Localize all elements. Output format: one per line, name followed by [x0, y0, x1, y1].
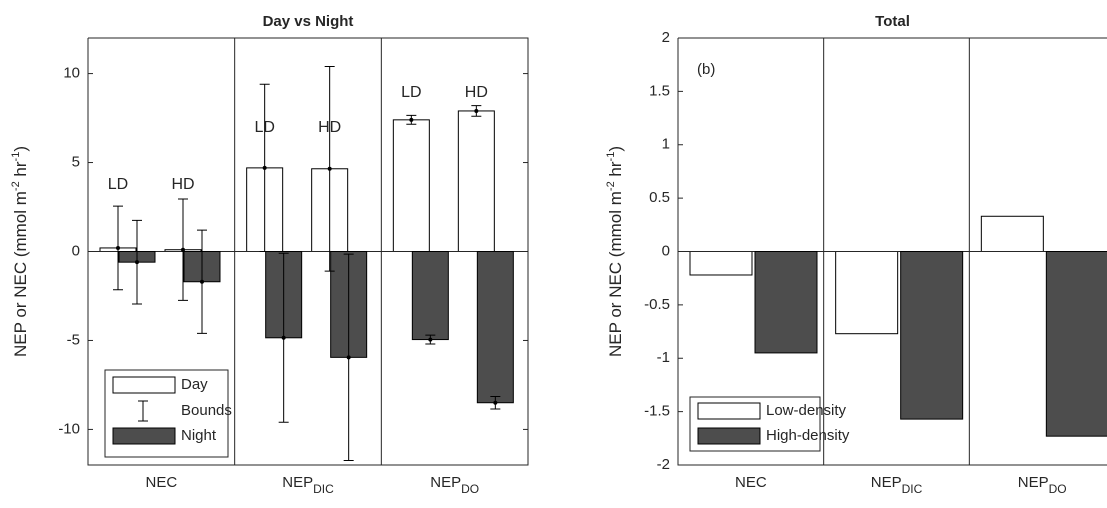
subgroup-label: HD [465, 84, 488, 101]
error-bar-point [200, 279, 204, 284]
x-tick-label: NEPDO [1018, 474, 1067, 496]
bar [835, 251, 899, 335]
subgroup-label: LD [108, 176, 128, 193]
y-axis-label: NEP or NEC (mmol m-2 hr-1) [10, 146, 31, 357]
chart-title: Total [875, 13, 910, 30]
y-tick-label: 0.5 [649, 189, 670, 206]
y-axis-label-part: -2 [10, 181, 22, 191]
category-name: NEP [430, 474, 461, 491]
bar [900, 251, 964, 420]
legend-swatch [697, 402, 761, 420]
error-bar [197, 229, 207, 334]
bar [754, 251, 818, 354]
y-tick-label: -5 [67, 331, 80, 348]
bar [689, 251, 753, 276]
bar [411, 251, 449, 341]
legend-swatch [697, 427, 761, 445]
category-name: NEC [145, 474, 177, 491]
category-name: NEP [282, 474, 313, 491]
error-bar [490, 396, 501, 410]
x-tick-label: NEPDIC [871, 474, 923, 496]
x-tick-label: NEPDO [430, 474, 479, 496]
y-axis-label-part: ) [606, 146, 625, 152]
legend-swatch [112, 376, 176, 394]
y-tick-label: 0 [662, 242, 670, 259]
error-bar [132, 219, 142, 305]
bar [980, 215, 1044, 253]
error-bar-point [262, 165, 267, 170]
bar [392, 119, 430, 253]
legend-label: Bounds [181, 402, 232, 419]
y-axis-label-part: hr [11, 161, 30, 181]
y-tick-label: -0.5 [644, 296, 670, 313]
legend-label: Day [181, 376, 208, 393]
error-bar-point [181, 247, 185, 252]
error-bar [178, 198, 188, 301]
y-axis-label-part: -1 [10, 152, 22, 162]
error-bar [406, 114, 417, 125]
y-tick-label: 2 [662, 29, 670, 46]
y-axis-label-part: -1 [605, 152, 617, 162]
error-bar [425, 334, 436, 345]
y-tick-label: -1.5 [644, 403, 670, 420]
error-bar [259, 83, 270, 252]
x-tick-label: NEC [735, 474, 767, 491]
y-tick-label: -1 [657, 349, 670, 366]
y-axis-label-part: ) [11, 146, 30, 152]
category-name: NEC [735, 474, 767, 491]
error-bar-point [428, 337, 433, 342]
error-bar-point [346, 355, 351, 360]
error-bar-point [281, 335, 286, 340]
category-subscript: DO [1049, 482, 1067, 496]
y-axis-label-part: hr [606, 161, 625, 181]
legend-error-symbol [138, 400, 148, 422]
bar [476, 251, 514, 404]
bar [457, 110, 495, 252]
category-subscript: DIC [313, 482, 334, 496]
error-bar-point [493, 400, 498, 405]
category-name: NEP [871, 474, 902, 491]
y-tick-label: 0 [72, 242, 80, 259]
category-subscript: DIC [902, 482, 923, 496]
y-tick-label: 10 [63, 65, 80, 82]
y-tick-label: 5 [72, 154, 80, 171]
error-bar [324, 65, 335, 272]
error-bar-point [116, 245, 120, 250]
error-bar-point [474, 108, 479, 113]
legend-label: High-density [766, 427, 850, 444]
error-bar-point [135, 260, 139, 265]
y-axis-label-part: NEP or NEC (mmol m [606, 191, 625, 357]
x-tick-label: NEC [145, 474, 177, 491]
legend-label: Low-density [766, 402, 847, 419]
error-bar-point [409, 117, 414, 122]
error-bar [471, 105, 482, 117]
legend-label: Night [181, 427, 217, 444]
y-tick-label: 1 [662, 136, 670, 153]
error-bar [343, 253, 354, 462]
y-tick-label: -2 [657, 456, 670, 473]
bar [1045, 251, 1107, 437]
category-subscript: DO [461, 482, 479, 496]
axes-frame [677, 37, 1107, 466]
y-axis-label: NEP or NEC (mmol m-2 hr-1) [605, 146, 626, 357]
y-axis-label-part: -2 [605, 181, 617, 191]
subgroup-label: LD [401, 84, 421, 101]
subgroup-label: HD [171, 176, 194, 193]
error-bar-point [327, 166, 332, 171]
chart-title: Day vs Night [263, 13, 354, 30]
y-axis-label-part: NEP or NEC (mmol m [11, 191, 30, 357]
legend-swatch [112, 427, 176, 445]
axes-frame [87, 37, 529, 466]
y-tick-label: -10 [58, 420, 80, 437]
error-bar [278, 252, 289, 423]
error-bar [113, 205, 123, 291]
category-name: NEP [1018, 474, 1049, 491]
annotation: (b) [697, 61, 715, 78]
y-tick-label: 1.5 [649, 82, 670, 99]
x-tick-label: NEPDIC [282, 474, 334, 496]
